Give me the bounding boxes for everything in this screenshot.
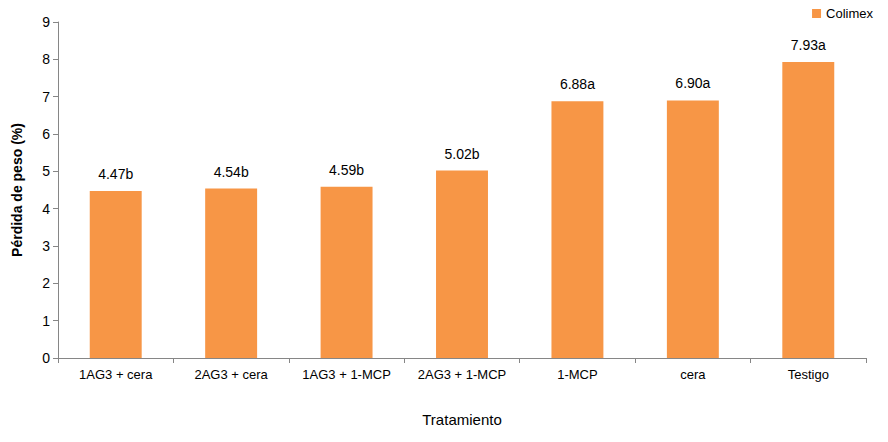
svg-text:6.90a: 6.90a bbox=[675, 75, 710, 91]
svg-text:2: 2 bbox=[42, 275, 50, 291]
svg-text:cera: cera bbox=[680, 367, 706, 382]
svg-text:1: 1 bbox=[42, 313, 50, 329]
svg-text:7.93a: 7.93a bbox=[791, 37, 826, 53]
svg-text:8: 8 bbox=[42, 51, 50, 67]
svg-text:5.02b: 5.02b bbox=[444, 146, 479, 162]
svg-text:0: 0 bbox=[42, 350, 50, 366]
svg-text:Tratamiento: Tratamiento bbox=[422, 411, 501, 428]
svg-text:2AG3 + 1-MCP: 2AG3 + 1-MCP bbox=[418, 367, 507, 382]
svg-text:Pérdida de peso (%): Pérdida de peso (%) bbox=[9, 123, 25, 257]
svg-text:9: 9 bbox=[42, 14, 50, 30]
svg-text:6: 6 bbox=[42, 126, 50, 142]
svg-text:4.59b: 4.59b bbox=[329, 162, 364, 178]
svg-text:Testigo: Testigo bbox=[788, 367, 829, 382]
svg-text:7: 7 bbox=[42, 89, 50, 105]
svg-text:1-MCP: 1-MCP bbox=[557, 367, 597, 382]
svg-text:3: 3 bbox=[42, 238, 50, 254]
svg-text:4.47b: 4.47b bbox=[98, 166, 133, 182]
svg-text:5: 5 bbox=[42, 163, 50, 179]
svg-text:1AG3 + 1-MCP: 1AG3 + 1-MCP bbox=[302, 367, 391, 382]
svg-text:1AG3 + cera: 1AG3 + cera bbox=[79, 367, 153, 382]
svg-text:6.88a: 6.88a bbox=[560, 76, 595, 92]
svg-text:4: 4 bbox=[42, 201, 50, 217]
svg-text:Colimex: Colimex bbox=[826, 6, 873, 21]
svg-text:4.54b: 4.54b bbox=[214, 164, 249, 180]
svg-text:2AG3 + cera: 2AG3 + cera bbox=[194, 367, 268, 382]
